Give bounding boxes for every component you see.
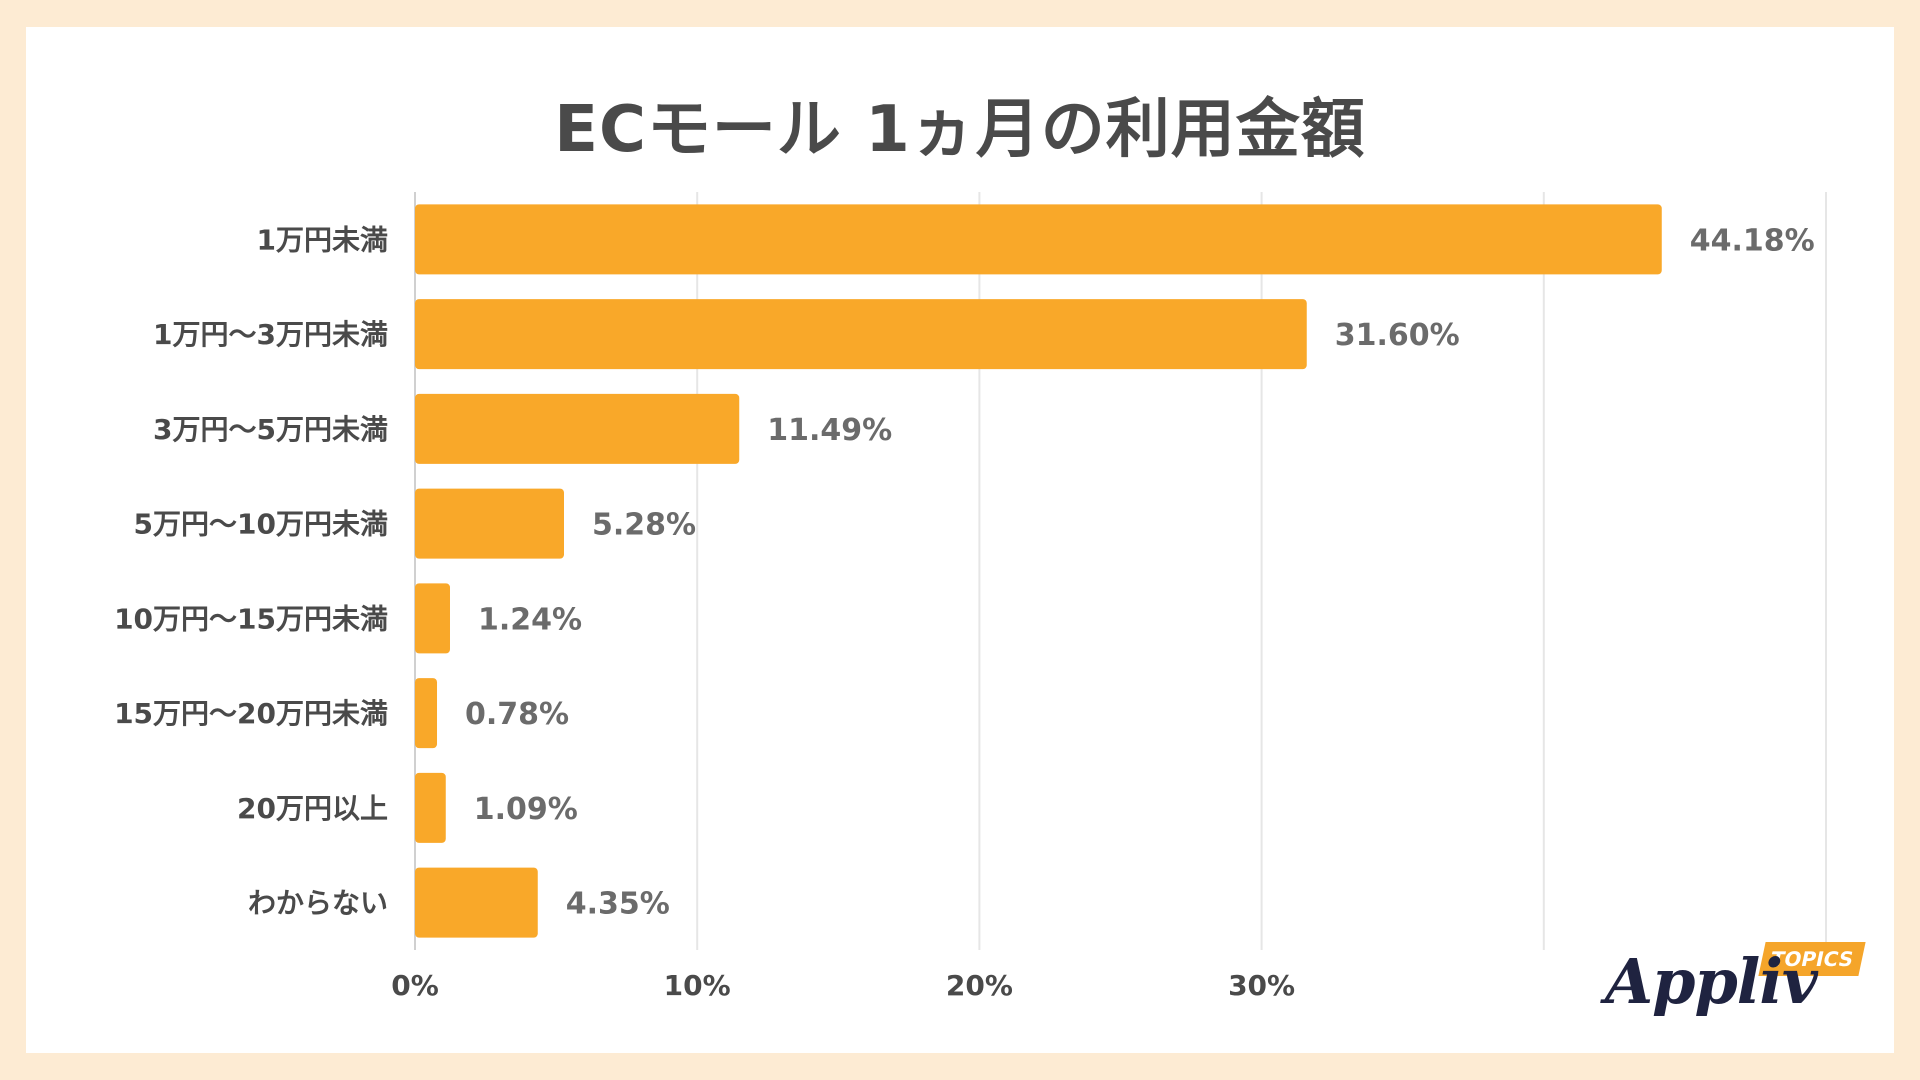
category-label: わからない xyxy=(248,887,388,920)
bar xyxy=(415,678,438,749)
bars xyxy=(415,204,1662,938)
category-labels: 1万円未満 1万円～3万円未満 3万円～5万円未満 5万円～10万円未満 10万円～15… xyxy=(114,223,388,919)
bar xyxy=(415,488,565,559)
bar xyxy=(415,299,1307,370)
x-tick-label: 10% xyxy=(664,969,731,1002)
logo: Appliv xyxy=(1605,945,1818,1018)
x-axis-ticks: 0% 10% 20% 30% xyxy=(391,969,1295,1002)
category-label: 15万円～20万円未満 xyxy=(114,697,388,730)
value-label: 11.49% xyxy=(767,413,892,448)
bar xyxy=(415,583,450,654)
x-tick-label: 0% xyxy=(391,969,439,1002)
value-label: 44.18% xyxy=(1690,223,1815,258)
category-label: 10万円～15万円未満 xyxy=(114,602,388,635)
value-label: 1.09% xyxy=(474,792,578,827)
value-label: 5.28% xyxy=(592,508,696,543)
value-label: 0.78% xyxy=(465,697,569,732)
chart-card xyxy=(26,27,1894,1053)
category-label: 20万円以上 xyxy=(237,792,388,825)
x-tick-label: 30% xyxy=(1228,969,1295,1002)
category-label: 1万円～3万円未満 xyxy=(153,318,388,351)
value-labels: 44.18% 31.60% 11.49% 5.28% 1.24% 0.78% 1.09% 4.… xyxy=(465,223,1815,921)
value-label: 1.24% xyxy=(478,602,582,637)
x-tick-label: 20% xyxy=(946,969,1013,1002)
category-label: 5万円～10万円未満 xyxy=(134,508,388,541)
value-label: 31.60% xyxy=(1335,318,1460,353)
bar xyxy=(415,393,740,464)
category-label: 3万円～5万円未満 xyxy=(153,413,388,446)
bar xyxy=(415,772,446,843)
bar xyxy=(415,204,1662,275)
value-label: 4.35% xyxy=(566,887,670,922)
chart-title: ECモール 1ヵ月の利用金額 xyxy=(554,93,1366,167)
category-label: 1万円未満 xyxy=(257,223,388,256)
bar xyxy=(415,867,538,938)
